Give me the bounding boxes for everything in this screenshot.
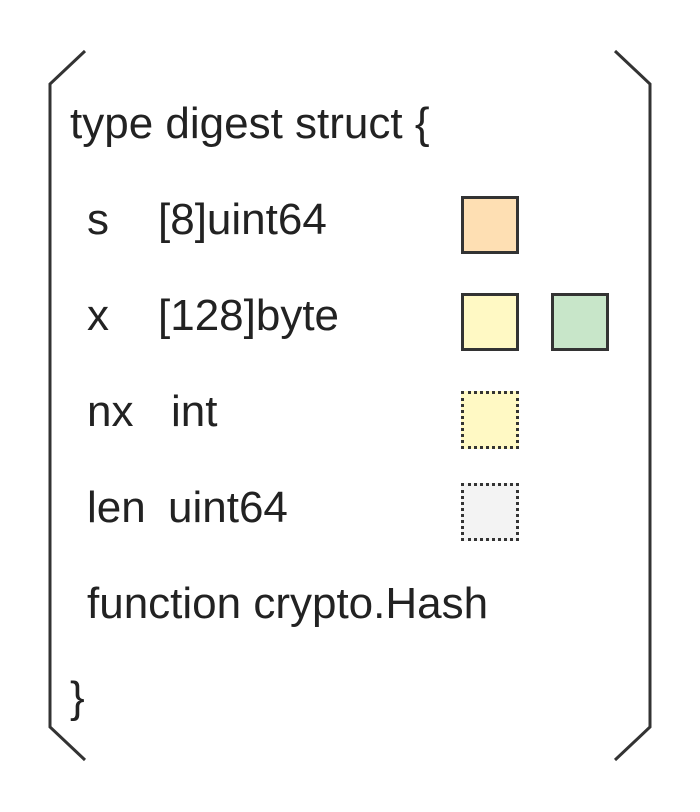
struct-header: type digest struct { — [70, 99, 430, 148]
method-signature: function crypto.Hash — [87, 579, 489, 628]
field-len-name: len — [87, 483, 146, 532]
left-bracket — [48, 49, 87, 762]
field-len-type: uint64 — [168, 483, 288, 532]
field-x-name: x — [87, 291, 109, 340]
field-x-type: [128]byte — [158, 291, 340, 340]
field-s-name: s — [87, 195, 109, 244]
field-s-color-box — [461, 196, 519, 254]
field-s-type: [8]uint64 — [158, 195, 327, 244]
field-x-color-box-2 — [551, 293, 609, 351]
field-nx-name: nx — [87, 387, 134, 436]
field-nx-type: int — [171, 387, 218, 436]
right-bracket — [613, 49, 652, 762]
struct-closing-brace: } — [70, 673, 85, 722]
field-len-color-box — [461, 483, 519, 541]
field-x-color-box-1 — [461, 293, 519, 351]
field-nx-color-box — [461, 391, 519, 449]
